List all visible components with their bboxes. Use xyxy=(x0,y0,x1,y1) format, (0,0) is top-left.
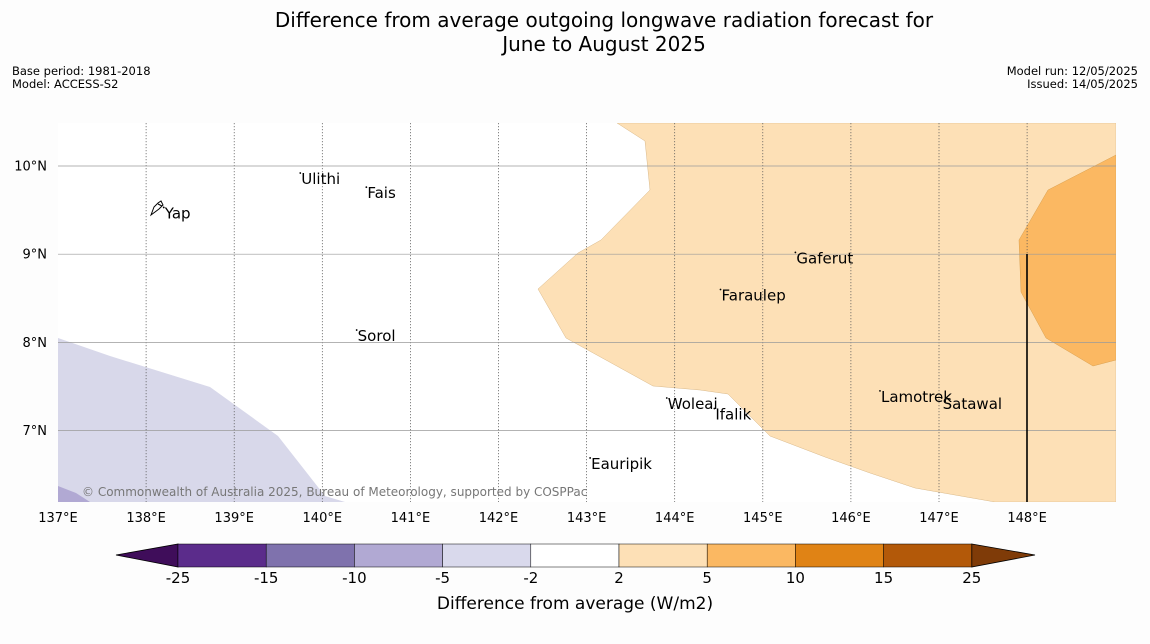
place-marker xyxy=(879,390,881,392)
longitude-tick-label: 145°E xyxy=(743,511,783,526)
colorbar-tick-label: 25 xyxy=(962,569,981,587)
colorbar-tick-label: -5 xyxy=(435,569,450,587)
longitude-tick-label: 141°E xyxy=(391,511,431,526)
place-label: Lamotrek xyxy=(881,388,952,406)
model-run: Model run: 12/05/2025 xyxy=(1006,64,1138,78)
colorbar: -25 -15 -10 -5 -2 2 5 10 15 25 xyxy=(115,543,1036,587)
place-label: Eauripik xyxy=(591,455,652,473)
colorbar-segment xyxy=(177,543,267,568)
colorbar-title: Difference from average (W/m2) xyxy=(436,594,714,614)
title-line1: Difference from average outgoing longwav… xyxy=(274,8,934,32)
latitude-tick-label: 9°N xyxy=(23,248,48,263)
colorbar-segment xyxy=(530,543,620,568)
place-label: Ulithi xyxy=(301,170,340,188)
colorbar-tick-label: -15 xyxy=(254,569,279,587)
region-negative-difference xyxy=(58,338,345,502)
longitude-tick-label: 147°E xyxy=(919,511,959,526)
region-negative-difference-strong xyxy=(58,486,90,502)
title-line2: June to August 2025 xyxy=(502,32,706,56)
longitude-tick-labels: 137°E 138°E 139°E 140°E 141°E 142°E 143°E 144°E… xyxy=(38,511,1047,526)
longitude-tick-label: 144°E xyxy=(655,511,695,526)
latitude-tick-label: 10°N xyxy=(14,160,47,175)
place-label: Ifalik xyxy=(715,406,751,424)
longitude-tick-label: 139°E xyxy=(214,511,254,526)
place-label: Woleai xyxy=(668,395,718,413)
place-label: Fais xyxy=(367,184,396,202)
place-label: Faraulep xyxy=(722,286,786,304)
latitude-tick-label: 7°N xyxy=(23,424,48,439)
colorbar-tick-label: -2 xyxy=(523,569,538,587)
latitude-tick-labels: 10°N 9°N 8°N 7°N xyxy=(14,160,47,440)
issued-date: Issued: 14/05/2025 xyxy=(1027,77,1138,91)
longitude-tick-label: 148°E xyxy=(1007,511,1047,526)
colorbar-tick-label: 15 xyxy=(874,569,893,587)
place-marker xyxy=(940,397,943,399)
colorbar-tick-label: -10 xyxy=(342,569,367,587)
colorbar-segment xyxy=(883,543,973,568)
longitude-tick-label: 146°E xyxy=(831,511,871,526)
longitude-tick-label: 140°E xyxy=(303,511,343,526)
place-marker xyxy=(365,186,368,189)
region-positive-difference xyxy=(537,123,1116,502)
colorbar-tick-label: -25 xyxy=(166,569,191,587)
colorbar-segment xyxy=(265,543,355,568)
colorbar-segment xyxy=(706,543,796,568)
region-strong-positive-difference xyxy=(1018,154,1116,367)
longitude-tick-label: 137°E xyxy=(38,511,78,526)
colorbar-segment xyxy=(442,543,532,568)
place-marker xyxy=(794,251,797,254)
copyright-notice: © Commonwealth of Australia 2025, Bureau… xyxy=(82,485,587,499)
yap-island-outline xyxy=(149,200,164,217)
model-name: Model: ACCESS-S2 xyxy=(12,77,119,91)
colorbar-tick-label: 2 xyxy=(614,569,624,587)
meta-left: Base period: 1981-2018 Model: ACCESS-S2 xyxy=(12,65,151,91)
latitude-tick-label: 8°N xyxy=(23,336,48,351)
colorbar-segment xyxy=(618,543,708,568)
place-marker xyxy=(299,172,302,174)
place-marker xyxy=(719,288,722,291)
colorbar-tick-label: 5 xyxy=(702,569,712,587)
latitude-grid xyxy=(58,165,1116,431)
place-label: Satawal xyxy=(943,395,1002,413)
place-label: Yap xyxy=(164,204,191,222)
colorbar-segment xyxy=(354,543,443,568)
place-marker xyxy=(355,329,358,331)
longitude-tick-label: 142°E xyxy=(479,511,519,526)
longitude-tick-label: 143°E xyxy=(567,511,607,526)
meta-right: Model run: 12/05/2025 Issued: 14/05/2025 xyxy=(1007,65,1138,91)
longitude-tick-label: 138°E xyxy=(126,511,166,526)
place-labels: Ulithi Fais Yap Gaferut Faraulep Sorol Lamotre… xyxy=(162,170,1002,473)
place-marker xyxy=(665,397,668,399)
place-label: Sorol xyxy=(358,327,396,345)
place-marker xyxy=(162,206,165,209)
map-plot-area: Ulithi Fais Yap Gaferut Faraulep Sorol Lamotre… xyxy=(58,123,1116,502)
colorbar-min-extension xyxy=(115,543,179,568)
place-label: Gaferut xyxy=(796,249,853,267)
colorbar-tick-label: 10 xyxy=(786,569,805,587)
chart-title: Difference from average outgoing longwav… xyxy=(0,8,1150,56)
colorbar-max-extension xyxy=(971,543,1036,568)
place-marker xyxy=(589,457,592,459)
place-marker xyxy=(713,407,716,410)
colorbar-segment xyxy=(795,543,884,568)
base-period: Base period: 1981-2018 xyxy=(12,64,151,78)
